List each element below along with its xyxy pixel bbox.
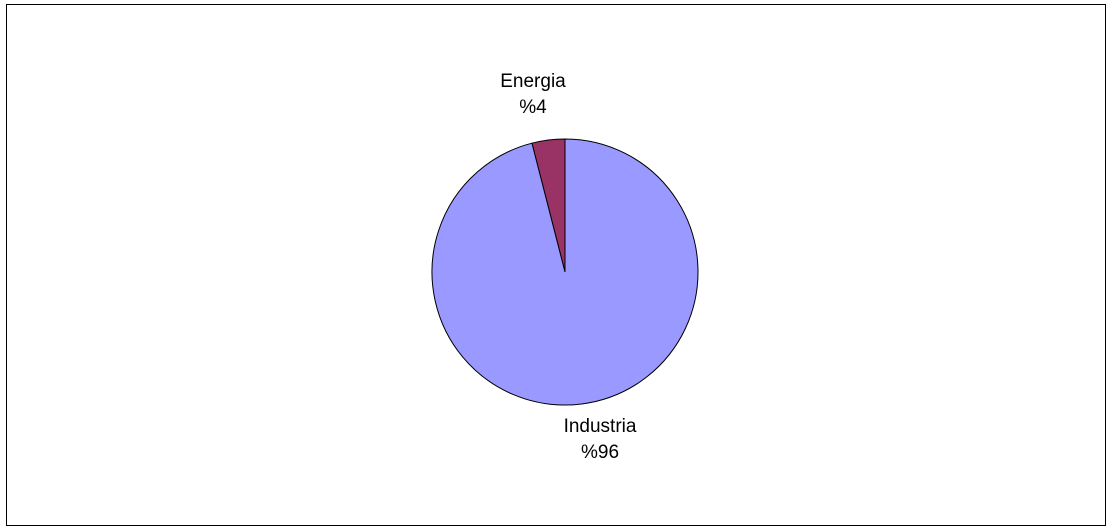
- slice-label-energia: Energia %4: [478, 69, 588, 121]
- slice-value-industria: %96: [580, 442, 620, 463]
- pie-slice-industria: [431, 138, 699, 406]
- slice-value-energia: %4: [519, 97, 547, 118]
- pie-slices: [431, 138, 699, 406]
- slice-name-industria: Industria: [563, 416, 637, 437]
- slice-label-industria: Industria %96: [545, 414, 655, 466]
- slice-name-energia: Energia: [500, 71, 566, 92]
